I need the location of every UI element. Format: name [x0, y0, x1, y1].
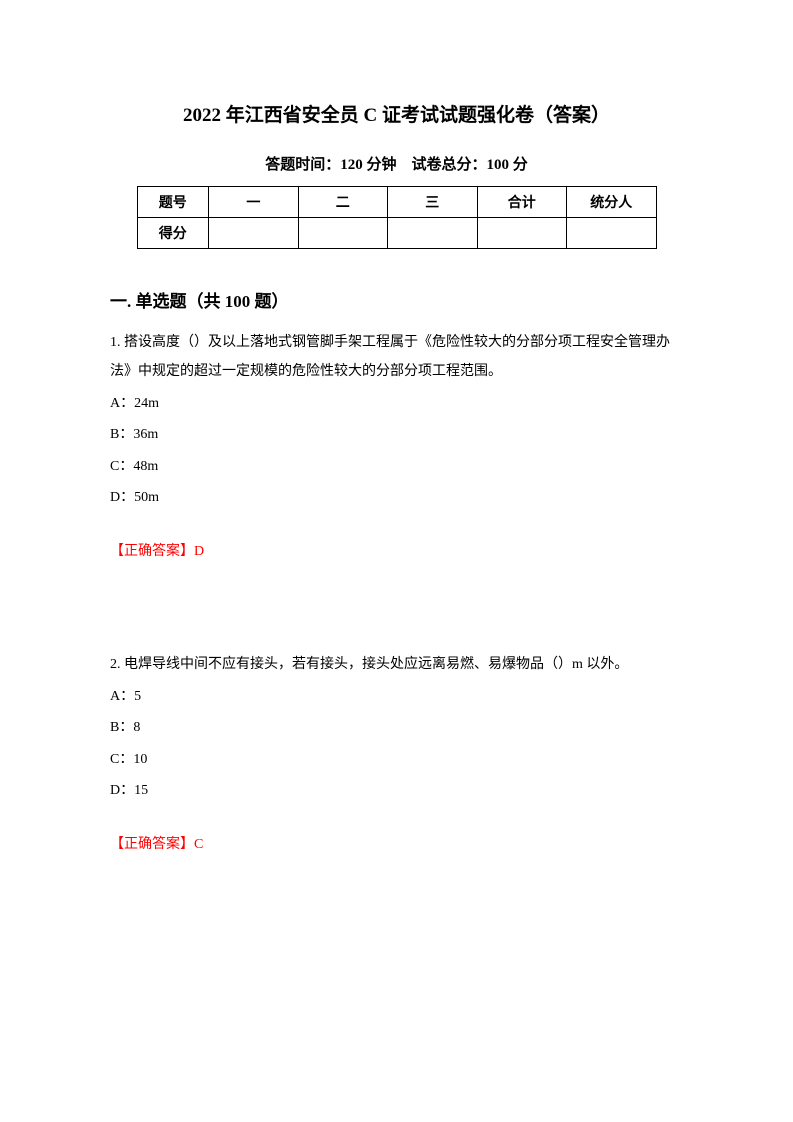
question-1: 1. 搭设高度（）及以上落地式钢管脚手架工程属于《危险性较大的分部分项工程安全管…: [110, 328, 683, 512]
score-cell-total: [477, 218, 566, 249]
q1-option-a: A：24m: [110, 389, 683, 418]
score-cell-1: [209, 218, 298, 249]
header-col-1: 一: [209, 187, 298, 218]
header-col-total: 合计: [477, 187, 566, 218]
q1-text: 1. 搭设高度（）及以上落地式钢管脚手架工程属于《危险性较大的分部分项工程安全管…: [110, 328, 683, 387]
row-label: 得分: [137, 218, 209, 249]
header-col-2: 二: [298, 187, 387, 218]
subtitle: 答题时间：120 分钟 试卷总分：100 分: [110, 153, 683, 174]
q2-option-d: D：15: [110, 776, 683, 805]
question-2: 2. 电焊导线中间不应有接头，若有接头，接头处应远离易燃、易爆物品（）m 以外。…: [110, 650, 683, 805]
header-label: 题号: [137, 187, 209, 218]
q2-text: 2. 电焊导线中间不应有接头，若有接头，接头处应远离易燃、易爆物品（）m 以外。: [110, 650, 683, 679]
q2-option-c: C：10: [110, 745, 683, 774]
table-header-row: 题号 一 二 三 合计 统分人: [137, 187, 656, 218]
header-col-scorer: 统分人: [566, 187, 656, 218]
q2-answer: 【正确答案】C: [110, 833, 683, 853]
header-col-3: 三: [388, 187, 477, 218]
score-cell-2: [298, 218, 387, 249]
q1-option-b: B：36m: [110, 420, 683, 449]
score-cell-scorer: [566, 218, 656, 249]
q1-option-c: C：48m: [110, 452, 683, 481]
q2-option-b: B：8: [110, 713, 683, 742]
score-table: 题号 一 二 三 合计 统分人 得分: [137, 186, 657, 249]
section-title: 一. 单选题（共 100 题）: [110, 287, 683, 312]
q2-option-a: A：5: [110, 682, 683, 711]
score-cell-3: [388, 218, 477, 249]
q1-answer: 【正确答案】D: [110, 540, 683, 560]
table-score-row: 得分: [137, 218, 656, 249]
q1-option-d: D：50m: [110, 483, 683, 512]
page-title: 2022 年江西省安全员 C 证考试试题强化卷（答案）: [110, 100, 683, 127]
